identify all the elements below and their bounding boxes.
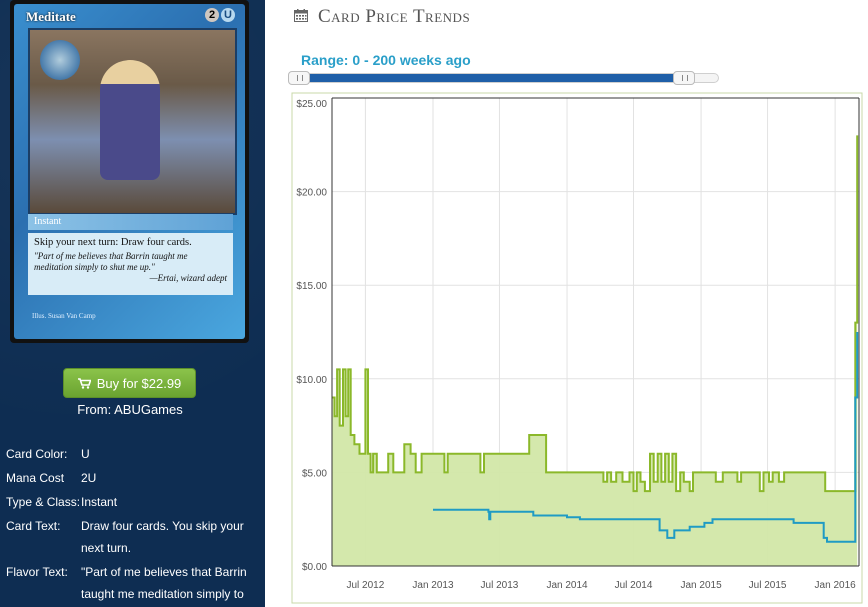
- card-mana-cost: 2 U: [205, 8, 235, 22]
- y-tick-label: $5.00: [302, 468, 327, 479]
- x-tick-label: Jul 2014: [615, 580, 653, 591]
- x-tick-label: Jan 2013: [412, 580, 454, 591]
- orb-illustration: [40, 40, 80, 80]
- x-tick-label: Jul 2013: [481, 580, 519, 591]
- seller-name: From: ABUGames: [77, 402, 183, 417]
- attr-value: 2U: [81, 471, 97, 485]
- attr-label: Flavor Text:: [6, 565, 68, 579]
- card-rules-text: Skip your next turn: Draw four cards.: [34, 237, 192, 248]
- generic-mana-icon: 2: [205, 8, 219, 22]
- x-tick-label: Jan 2014: [546, 580, 588, 591]
- card-image: Meditate 2 U Instant Skip your next turn…: [10, 0, 249, 343]
- blue-mana-icon: U: [221, 8, 235, 22]
- attr-label: Mana Cost: [6, 471, 65, 485]
- card-flavor-text: "Part of me believes that Barrin taught …: [34, 251, 188, 272]
- y-tick-label: $0.00: [302, 562, 327, 573]
- y-tick-label: $25.00: [296, 99, 327, 110]
- card-name: Meditate: [26, 9, 76, 24]
- buy-button-label: Buy for $22.99: [96, 375, 182, 391]
- range-label: Range: 0 - 200 weeks ago: [301, 52, 471, 68]
- x-tick-label: Jan 2015: [681, 580, 723, 591]
- buy-button[interactable]: Buy for $22.99: [63, 368, 196, 398]
- attr-label: Type & Class:: [6, 495, 81, 509]
- x-tick-label: Jan 2016: [815, 580, 857, 591]
- attr-label: Card Text:: [6, 519, 61, 533]
- x-tick-label: Jul 2015: [749, 580, 787, 591]
- attr-value: "Part of me believes that Barrin taught …: [81, 565, 247, 601]
- attr-value: Draw four cards. You skip your next turn…: [81, 519, 244, 555]
- shopping-cart-icon: [77, 377, 91, 389]
- card-text-box: Skip your next turn: Draw four cards. "P…: [28, 233, 233, 295]
- card-art: [28, 28, 237, 215]
- range-slider-handle-left[interactable]: [288, 71, 310, 85]
- card-flavor-attribution: —Ertai, wizard adept: [149, 273, 227, 283]
- range-slider-fill: [297, 74, 684, 82]
- series-0-area: [332, 135, 858, 566]
- page-title: Card Price Trends: [318, 6, 471, 27]
- series-0-line: [332, 135, 859, 493]
- card-type-line: Instant: [28, 214, 233, 230]
- y-tick-label: $20.00: [296, 188, 327, 199]
- calendar-icon: [294, 9, 308, 22]
- series-1-line: [433, 332, 859, 543]
- y-tick-label: $10.00: [296, 375, 327, 386]
- attr-value: Instant: [81, 495, 118, 509]
- y-tick-label: $15.00: [296, 281, 327, 292]
- x-tick-label: Jul 2012: [347, 580, 385, 591]
- wizard-illustration: [100, 60, 160, 180]
- card-illustrator: Illus. Susan Van Camp: [32, 312, 96, 320]
- attr-label: Card Color:: [6, 447, 68, 461]
- range-slider-handle-right[interactable]: [672, 71, 695, 85]
- card-sidebar: Meditate 2 U Instant Skip your next turn…: [0, 0, 265, 607]
- attr-value: U: [81, 447, 90, 461]
- price-trend-chart: $0.00 $5.00 $10.00 $15.00 $20.00 $25.00 Jul 20…: [291, 92, 863, 604]
